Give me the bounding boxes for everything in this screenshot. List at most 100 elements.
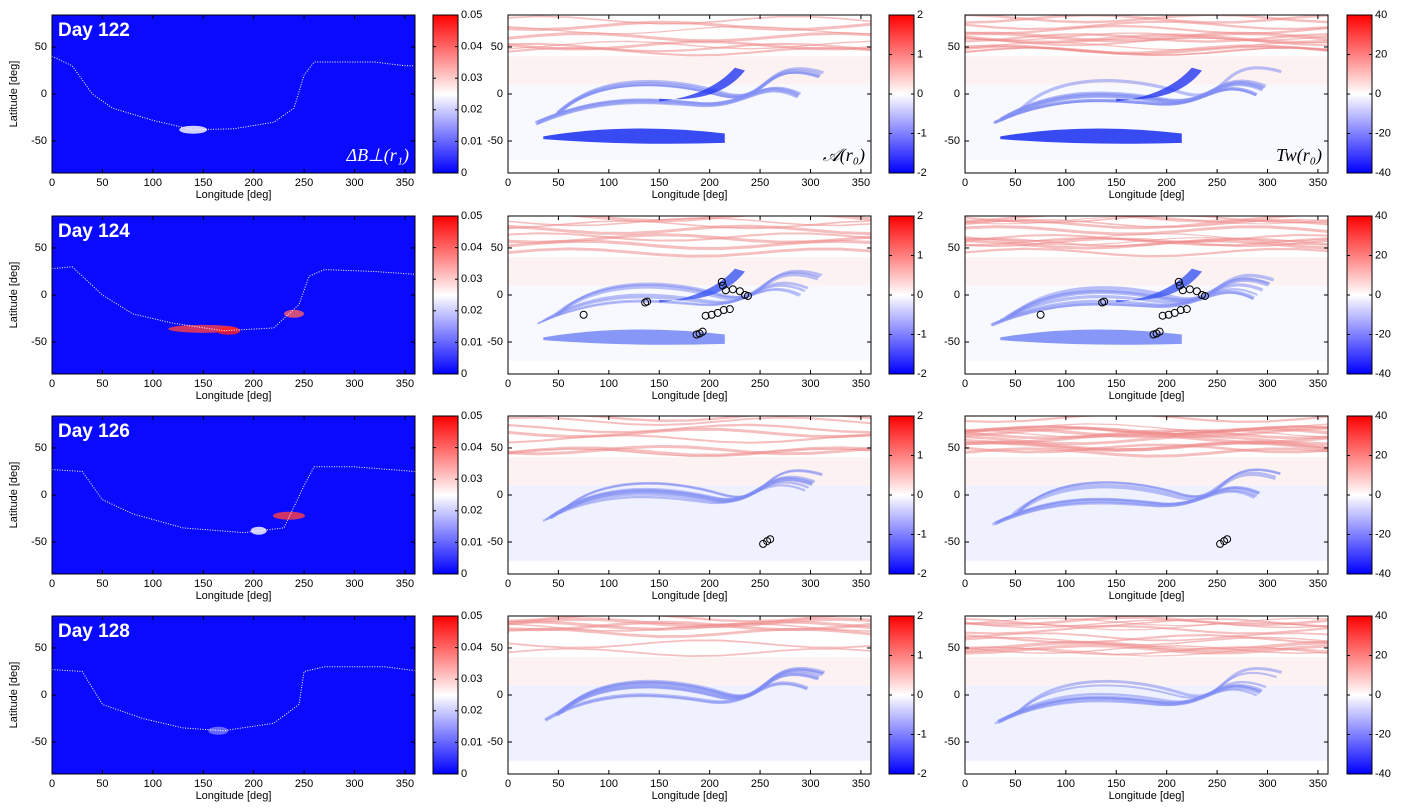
field-streak — [965, 32, 1328, 42]
colorbar-tick-label: 20 — [1375, 249, 1387, 261]
marker — [725, 305, 734, 314]
colorbar-tick-label: 2 — [917, 410, 923, 422]
x-tick-label: 50 — [96, 578, 108, 590]
field-wash — [508, 457, 871, 486]
marker — [717, 277, 726, 286]
x-tick-label: 250 — [751, 778, 769, 790]
marker — [728, 285, 737, 294]
colorbar-tick-label: 0.03 — [461, 273, 482, 285]
field-swirl — [1013, 671, 1277, 715]
neutral-line — [52, 666, 415, 732]
heatmap — [508, 616, 871, 774]
y-tick-label: -50 — [31, 736, 47, 748]
x-tick-label: 250 — [1208, 378, 1226, 390]
x-axis-label: Longitude [deg] — [652, 189, 728, 201]
field-swirl — [558, 469, 823, 515]
x-tick-label: 50 — [96, 778, 108, 790]
field-streak — [965, 24, 1328, 35]
neutral-line — [52, 55, 415, 131]
x-tick-label: 0 — [962, 778, 968, 790]
x-tick-label: 200 — [700, 778, 718, 790]
y-tick-label: -50 — [487, 135, 503, 147]
marker — [1216, 539, 1225, 548]
field-swirl — [555, 72, 819, 115]
marker — [643, 297, 652, 306]
heatmap — [52, 616, 415, 774]
x-tick-label: 0 — [49, 578, 55, 590]
quantity-label: ΔB⊥(r₁) — [346, 145, 410, 166]
heatmap — [965, 416, 1328, 574]
x-axis-label: Longitude [deg] — [652, 390, 728, 402]
x-tick-label: 50 — [552, 578, 564, 590]
marker — [1185, 285, 1194, 294]
x-tick-label: 150 — [194, 177, 212, 189]
x-tick-label: 250 — [1208, 778, 1226, 790]
day-label: Day 126 — [58, 421, 130, 442]
colorbar-tick-label: 40 — [1375, 610, 1387, 622]
colorbar-tick-label: 2 — [917, 9, 923, 21]
field-streak — [508, 427, 871, 438]
field-streak — [508, 416, 871, 422]
y-tick-label: -50 — [487, 536, 503, 548]
x-tick-label: 0 — [505, 177, 511, 189]
marker — [698, 327, 707, 336]
y-tick-label: 50 — [491, 442, 503, 454]
colorbar — [1346, 14, 1373, 174]
colorbar-tick-label: -20 — [1375, 528, 1391, 540]
colorbar-tick-label: 20 — [1375, 649, 1387, 661]
x-tick-label: 0 — [505, 778, 511, 790]
colorbar-tick-label: -2 — [917, 167, 927, 179]
field-streak — [508, 40, 871, 50]
neutral-line — [52, 466, 415, 534]
colorbar — [1346, 615, 1373, 775]
x-tick-label: 250 — [295, 177, 313, 189]
field-swirl — [993, 87, 1258, 124]
colorbar-tick-label: 0.02 — [461, 505, 482, 517]
colorbar-tick-label: 0 — [1375, 88, 1381, 100]
colorbar-tick-label: 0 — [461, 368, 467, 380]
field-streak — [508, 446, 871, 457]
heatmap — [965, 15, 1328, 173]
x-tick-label: 0 — [505, 578, 511, 590]
y-tick-label: 50 — [491, 642, 503, 654]
x-tick-label: 100 — [1057, 177, 1075, 189]
colorbar-tick-label: -40 — [1375, 167, 1391, 179]
x-tick-label: 0 — [505, 378, 511, 390]
x-tick-label: 250 — [751, 578, 769, 590]
heatmap — [508, 216, 871, 374]
colorbar-tick-label: -40 — [1375, 768, 1391, 780]
y-axis-label: Latitude [deg] — [8, 262, 20, 329]
y-tick-label: 0 — [41, 489, 47, 501]
colorbar-tick-label: -2 — [917, 768, 927, 780]
y-tick-label: 50 — [35, 41, 47, 53]
field-streak — [508, 416, 871, 427]
marker — [1192, 287, 1201, 296]
marker — [743, 291, 752, 300]
colorbar-tick-label: 0.01 — [461, 736, 482, 748]
colorbar-tick-label: 20 — [1375, 48, 1387, 60]
colorbar-tick-label: -40 — [1375, 368, 1391, 380]
colorbar-tick-label: 0 — [461, 568, 467, 580]
colorbar-tick-label: 0.03 — [461, 673, 482, 685]
field-streak — [508, 42, 871, 53]
x-tick-label: 200 — [244, 378, 262, 390]
x-tick-label: 100 — [600, 778, 618, 790]
heatmap — [52, 15, 415, 173]
x-tick-label: 350 — [1309, 177, 1327, 189]
field-streak — [508, 622, 871, 632]
colorbar-tick-label: 0 — [917, 689, 923, 701]
x-tick-label: 150 — [650, 578, 668, 590]
field-swirl — [999, 683, 1263, 723]
field-streak — [508, 617, 871, 629]
colorbar — [888, 14, 915, 174]
x-tick-label: 300 — [345, 578, 363, 590]
field-blob — [1116, 268, 1202, 303]
field-swirl — [560, 67, 824, 113]
colorbar-tick-label: 0.05 — [461, 9, 482, 21]
x-tick-label: 200 — [244, 177, 262, 189]
x-tick-label: 0 — [49, 177, 55, 189]
y-tick-label: 0 — [497, 489, 503, 501]
x-axis-label: Longitude [deg] — [1109, 390, 1185, 402]
y-tick-label: -50 — [944, 135, 960, 147]
x-tick-label: 350 — [1309, 378, 1327, 390]
